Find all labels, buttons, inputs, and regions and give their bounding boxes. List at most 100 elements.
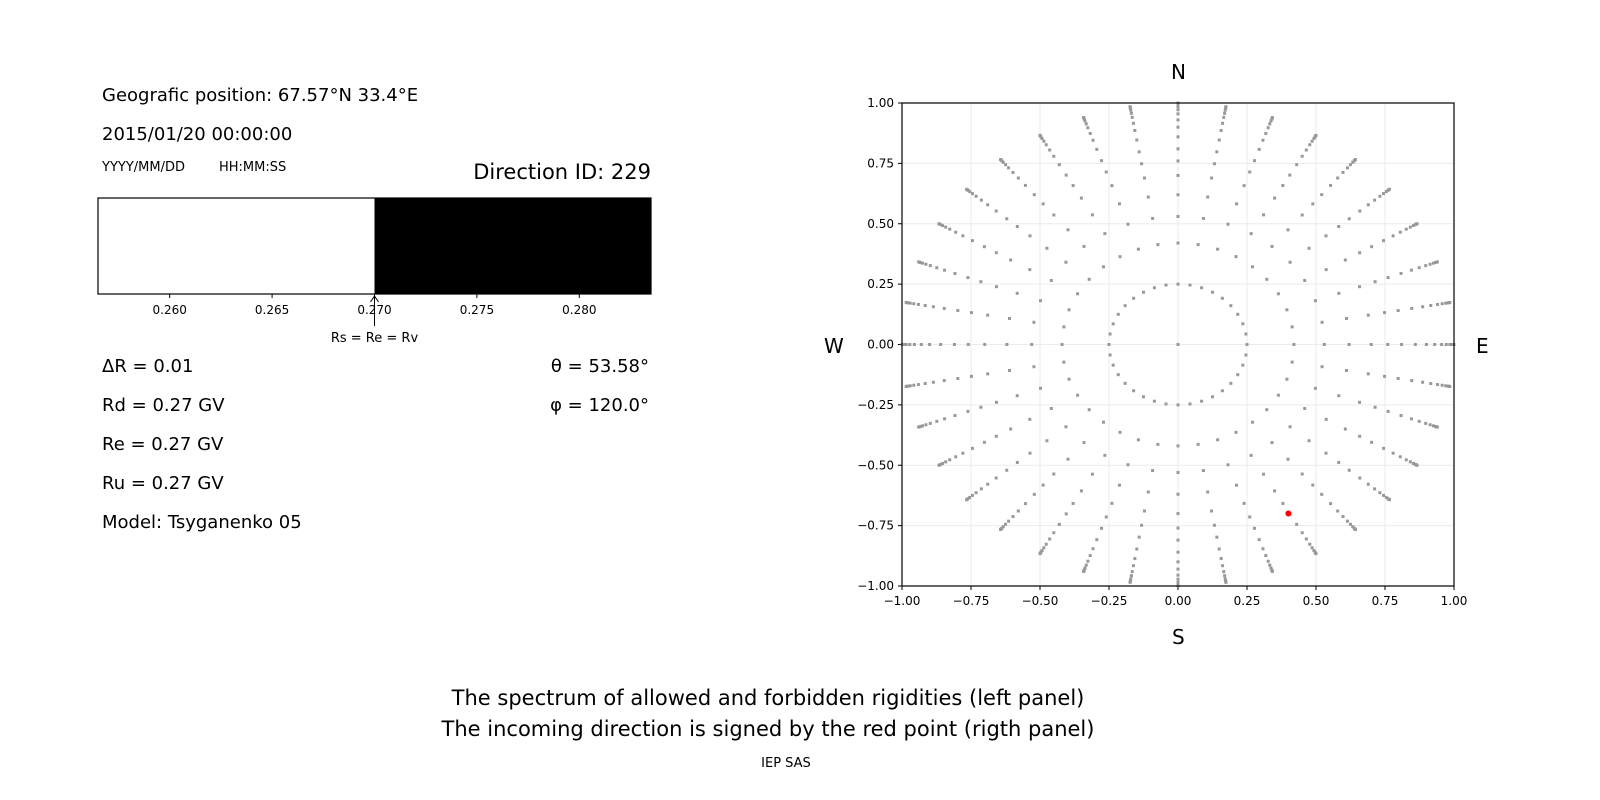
spoke-point: [1383, 374, 1387, 378]
spoke-point: [1436, 302, 1440, 306]
spoke-point: [1303, 279, 1307, 283]
spoke-point: [1128, 580, 1132, 584]
spoke-point: [1378, 194, 1382, 198]
spoke-point: [1023, 183, 1027, 187]
spoke-point: [944, 225, 948, 229]
spoke-point: [924, 423, 928, 427]
spoke-point: [1156, 442, 1160, 446]
spoke-point: [941, 461, 945, 465]
delta-r: ΔR = 0.01: [102, 356, 194, 377]
spoke-point: [1343, 427, 1347, 431]
spoke-point: [1062, 360, 1066, 364]
ring-point: [1108, 332, 1112, 336]
spoke-point: [979, 198, 983, 202]
spoke-point: [1288, 173, 1292, 177]
spoke-point: [943, 417, 947, 421]
spoke-point: [912, 383, 916, 387]
ring-point: [1236, 312, 1240, 316]
spoke-point: [1210, 509, 1214, 513]
spoke-point: [1408, 460, 1412, 464]
rd-value: Rd = 0.27 GV: [102, 395, 225, 416]
spoke-point: [999, 527, 1003, 531]
model-name: Model: Tsyganenko 05: [102, 512, 302, 533]
spoke-point: [999, 158, 1003, 162]
spoke-point: [1156, 243, 1160, 247]
spoke-point: [1383, 311, 1387, 315]
spoke-point: [1060, 343, 1064, 346]
ring-point: [1176, 282, 1180, 286]
spoke-point: [979, 487, 983, 491]
spoke-point: [1266, 559, 1270, 563]
spoke-point: [1378, 491, 1382, 495]
spoke-point: [1265, 277, 1269, 281]
spoke-point: [1217, 547, 1221, 551]
spoke-point: [1057, 163, 1061, 167]
spoke-point: [1435, 425, 1439, 429]
spoke-point: [1252, 526, 1256, 530]
spoke-point: [1176, 470, 1180, 474]
spoke-point: [1261, 138, 1265, 142]
spoke-point: [1386, 343, 1390, 346]
spoke-point: [1304, 148, 1308, 152]
spoke-point: [942, 379, 946, 383]
spoke-point: [994, 400, 998, 404]
spoke-point: [1314, 552, 1318, 556]
spoke-point: [1311, 483, 1315, 487]
spoke-point: [1285, 308, 1289, 312]
spoke-point: [1129, 111, 1133, 115]
ring-point: [1241, 363, 1245, 367]
spoke-point: [1387, 187, 1391, 191]
spoke-point: [1076, 393, 1080, 397]
spoke-point: [1041, 202, 1045, 206]
ring-point: [1164, 283, 1168, 287]
spoke-point: [1264, 554, 1268, 558]
spoke-point: [1322, 343, 1326, 346]
spoke-point: [1387, 498, 1391, 502]
spoke-point: [1071, 501, 1075, 505]
x-tick-label: 0.00: [1165, 594, 1192, 608]
y-tick-label: −0.75: [857, 519, 894, 533]
spoke-point: [908, 301, 912, 305]
spoke-point: [994, 285, 998, 289]
spoke-point: [1052, 472, 1056, 476]
spoke-point: [937, 222, 941, 226]
spoke-point: [1429, 303, 1433, 307]
spoke-point: [1087, 408, 1091, 412]
ring-point: [1123, 381, 1127, 385]
spoke-point: [1052, 213, 1056, 217]
spoke-point: [1358, 209, 1362, 213]
spoke-point: [1343, 258, 1347, 262]
spoke-point: [1044, 542, 1048, 546]
spoke-point: [1396, 309, 1400, 313]
spoke-point: [1235, 483, 1239, 487]
spoke-point: [1091, 547, 1095, 551]
spoke-point: [1411, 224, 1415, 228]
spoke-point: [974, 491, 978, 495]
spoke-point: [1048, 148, 1052, 152]
spoke-point: [1234, 430, 1238, 434]
ring-point: [1229, 304, 1233, 308]
spoke-point: [1398, 230, 1402, 234]
spoke-point: [1421, 380, 1425, 384]
ring-point: [1111, 322, 1115, 326]
spoke-point: [1076, 292, 1080, 296]
spoke-point: [1242, 184, 1246, 188]
spoke-point: [961, 234, 965, 238]
center-point: [1176, 343, 1180, 346]
spoke-point: [1341, 170, 1345, 174]
y-tick-label: 0.50: [867, 217, 894, 231]
spoke-point: [931, 380, 935, 384]
ring-point: [1200, 286, 1204, 290]
spectrum-tick-label: 0.275: [460, 303, 494, 317]
spoke-point: [970, 239, 974, 243]
spoke-point: [1201, 216, 1205, 220]
spoke-point: [1151, 469, 1155, 473]
spoke-point: [1042, 546, 1046, 550]
spoke-point: [1324, 451, 1328, 455]
spoke-point: [1431, 424, 1435, 428]
ring-point: [1142, 395, 1145, 399]
west-label: W: [824, 334, 844, 358]
spoke-point: [1176, 159, 1180, 163]
x-tick-label: 0.25: [1234, 594, 1261, 608]
spoke-point: [1304, 537, 1308, 541]
